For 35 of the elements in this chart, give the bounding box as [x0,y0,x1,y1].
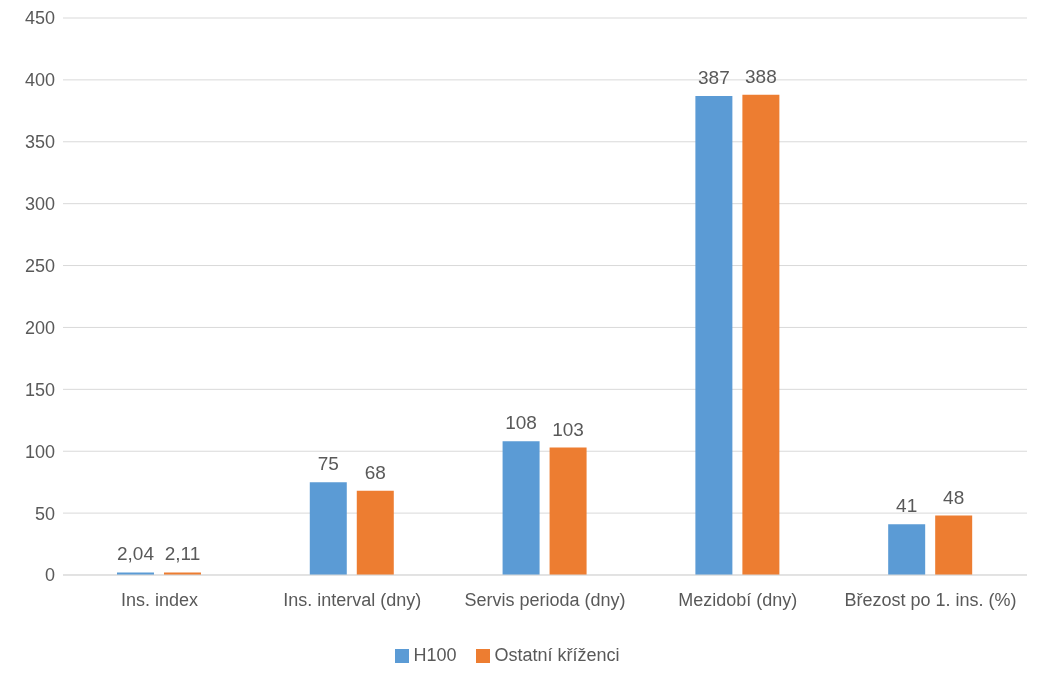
y-tick-label: 50 [34,503,55,524]
y-tick-label: 100 [24,441,55,462]
data-label: 41 [896,495,918,517]
bar [935,515,973,575]
y-tick-label: 400 [24,70,55,91]
bar [549,447,587,575]
x-tick-label: Servis perioda (dny) [464,589,626,610]
data-label: 2,04 [116,543,155,565]
y-tick-label: 200 [24,317,55,338]
data-label: 48 [943,486,965,508]
legend-label: Ostatní kříženci [494,645,620,665]
data-label: 108 [505,412,537,434]
x-tick-label: Ins. index [120,589,198,610]
bar [742,94,780,575]
bar [309,482,347,575]
data-label: 75 [317,453,339,475]
x-tick-label: Mezidobí (dny) [678,589,798,610]
y-tick-label: 250 [24,255,55,276]
y-tick-label: 0 [44,565,55,586]
data-label: 387 [698,66,730,88]
y-tick-label: 450 [24,8,55,29]
data-label: 2,11 [164,543,201,565]
bar [502,441,540,575]
data-label: 103 [552,418,584,440]
bar [356,490,394,575]
y-tick-label: 300 [24,194,55,215]
bar [888,524,926,575]
y-tick-label: 150 [24,379,55,400]
data-label: 388 [745,65,777,87]
legend-label: H100 [413,645,457,665]
y-tick-label: 350 [24,132,55,153]
x-tick-label: Ins. interval (dny) [283,589,422,610]
bar [695,95,733,575]
data-label: 68 [364,461,386,483]
x-tick-label: Březost po 1. ins. (%) [844,589,1017,610]
